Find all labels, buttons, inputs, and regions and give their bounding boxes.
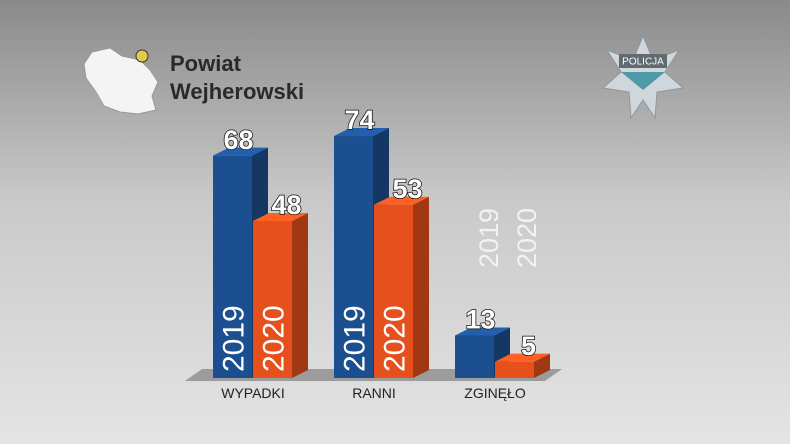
bar-top [253, 213, 308, 222]
bar-series-label: 2019 [339, 305, 372, 372]
category-label: WYPADKI [221, 385, 285, 401]
map-icon [83, 47, 159, 115]
bar-front [213, 155, 252, 378]
value-label: 5 [521, 331, 536, 361]
bar-front [495, 361, 534, 378]
bar-top [495, 353, 550, 362]
bar-side [292, 213, 308, 378]
bar-front [334, 136, 373, 378]
legend-label: 2019 [474, 208, 504, 268]
chart-title: Powiat Wejherowski [170, 51, 305, 104]
category-label: RANNI [352, 385, 396, 401]
bar-top [213, 147, 268, 156]
bar-series-label: 2020 [258, 305, 291, 372]
value-label: 53 [392, 174, 422, 204]
value-label: 48 [271, 190, 301, 220]
legend-label: 2020 [512, 208, 542, 268]
bar-side [534, 353, 550, 378]
bar-top [374, 196, 429, 205]
bar-front [374, 204, 413, 378]
value-label: 13 [465, 305, 495, 335]
police-badge: POLICJA [601, 34, 685, 120]
bar-front [455, 335, 494, 378]
value-label: 68 [223, 125, 253, 155]
bar-front [253, 221, 292, 378]
category-label: ZGINĘŁO [464, 385, 526, 401]
bar [374, 196, 429, 378]
bar-series-label: 2020 [379, 305, 412, 372]
bar-side [413, 196, 429, 378]
value-label: 74 [344, 105, 374, 135]
bar-top [334, 128, 389, 137]
bar-top [455, 327, 510, 336]
bar [253, 213, 308, 378]
bar [495, 353, 550, 378]
badge-text: POLICJA [622, 57, 664, 68]
bar-series-label: 2019 [218, 305, 251, 372]
